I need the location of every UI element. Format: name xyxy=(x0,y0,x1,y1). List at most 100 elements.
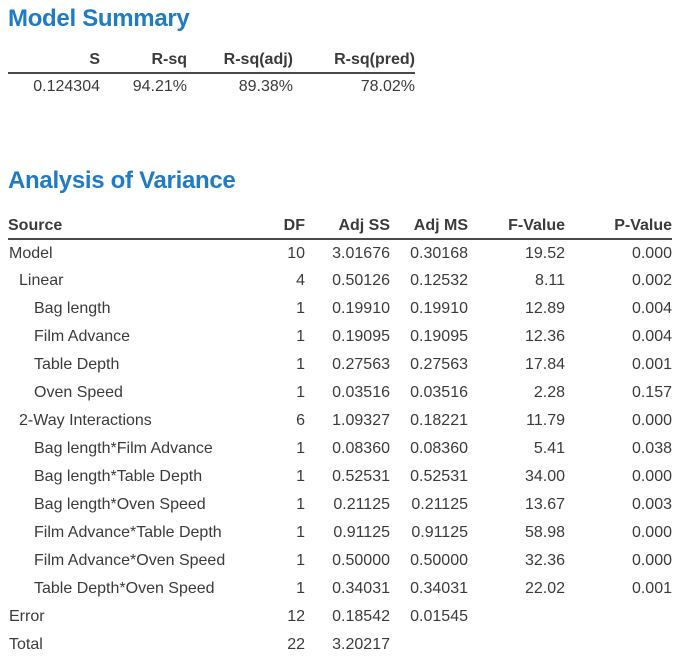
rsq-value: 94.21% xyxy=(132,78,187,95)
p-value-cell: 0.004 xyxy=(631,300,672,317)
adj-ss-cell: 3.01676 xyxy=(332,244,390,262)
column-header-adj-ms: Adj MS xyxy=(390,214,468,240)
source-cell: Model xyxy=(9,244,53,262)
adj-ms-cell: 0.52531 xyxy=(410,468,468,485)
df-cell: 4 xyxy=(296,272,305,289)
df-cell: 1 xyxy=(296,552,305,569)
adj-ss-cell: 0.50126 xyxy=(332,272,390,289)
f-value-cell: 34.00 xyxy=(524,468,565,485)
table-row-bag-length-film-advance: Bag length*Film Advance 1 0.08360 0.0836… xyxy=(8,435,672,463)
column-header-p-value: P-Value xyxy=(565,214,672,240)
source-cell: Bag length xyxy=(34,300,111,317)
adj-ms-cell: 0.12532 xyxy=(410,272,468,289)
f-value-cell: 12.36 xyxy=(524,328,565,345)
rsq-pred-value: 78.02% xyxy=(360,78,415,95)
df-cell: 1 xyxy=(296,524,305,541)
source-cell: Linear xyxy=(19,272,64,289)
p-value-cell: 0.038 xyxy=(631,440,672,457)
df-cell: 1 xyxy=(296,384,305,401)
f-value-cell: 32.36 xyxy=(524,552,565,569)
table-row-film-advance-oven-speed: Film Advance*Oven Speed 1 0.50000 0.5000… xyxy=(8,547,672,575)
p-value-cell: 0.000 xyxy=(631,524,672,541)
f-value-cell xyxy=(468,631,565,659)
source-cell: 2-Way Interactions xyxy=(19,412,152,429)
column-header-source: Source xyxy=(8,214,265,240)
adj-ss-cell: 0.03516 xyxy=(332,384,390,401)
table-row-2way-interactions: 2-Way Interactions 6 1.09327 0.18221 11.… xyxy=(8,407,672,435)
p-value-cell: 0.004 xyxy=(631,328,672,345)
p-value-cell: 0.000 xyxy=(631,412,672,429)
column-header-rsq-adj: R-sq(adj) xyxy=(187,48,293,74)
table-row-film-advance: Film Advance 1 0.19095 0.19095 12.36 0.0… xyxy=(8,323,672,351)
adj-ss-cell: 0.19910 xyxy=(332,300,390,317)
adj-ms-cell: 0.30168 xyxy=(410,244,468,262)
source-cell: Film Advance xyxy=(34,328,131,345)
p-value-cell xyxy=(565,631,672,659)
p-value-cell: 0.157 xyxy=(631,384,672,401)
anova-header-row: Source DF Adj SS Adj MS F-Value P-Value xyxy=(8,214,672,240)
df-cell: 6 xyxy=(296,412,305,429)
p-value-cell: 0.001 xyxy=(631,580,672,597)
adj-ms-cell: 0.34031 xyxy=(410,580,468,597)
minitab-output-pane: Model Summary S R-sq R-sq(adj) R-sq(pred… xyxy=(8,6,678,659)
table-row-bag-length: Bag length 1 0.19910 0.19910 12.89 0.004 xyxy=(8,295,672,323)
rsq-adj-value: 89.38% xyxy=(238,78,293,95)
adj-ss-cell: 0.34031 xyxy=(332,580,390,597)
f-value-cell: 2.28 xyxy=(533,384,565,401)
f-value-cell: 58.98 xyxy=(524,524,565,541)
source-cell: Total xyxy=(9,636,43,653)
adj-ss-cell: 0.91125 xyxy=(333,524,390,541)
table-row-oven-speed: Oven Speed 1 0.03516 0.03516 2.28 0.157 xyxy=(8,379,672,407)
model-summary-value-row: 0.124304 94.21% 89.38% 78.02% xyxy=(8,73,415,100)
adj-ms-cell: 0.27563 xyxy=(410,356,468,373)
source-cell: Film Advance*Table Depth xyxy=(34,524,222,541)
adj-ms-cell: 0.03516 xyxy=(410,384,468,401)
f-value-cell xyxy=(468,603,565,631)
p-value-cell: 0.000 xyxy=(631,552,672,569)
f-value-cell: 17.84 xyxy=(524,356,565,373)
p-value-cell: 0.002 xyxy=(631,272,672,289)
anova-table: Source DF Adj SS Adj MS F-Value P-Value … xyxy=(8,214,672,659)
column-header-rsq-pred: R-sq(pred) xyxy=(293,48,415,74)
table-row-linear: Linear 4 0.50126 0.12532 8.11 0.002 xyxy=(8,267,672,295)
model-summary-table: S R-sq R-sq(adj) R-sq(pred) 0.124304 94.… xyxy=(8,48,415,100)
table-row-film-advance-table-depth: Film Advance*Table Depth 1 0.91125 0.911… xyxy=(8,519,672,547)
f-value-cell: 11.79 xyxy=(526,412,565,429)
source-cell: Bag length*Table Depth xyxy=(34,468,203,485)
table-row-bag-length-oven-speed: Bag length*Oven Speed 1 0.21125 0.21125 … xyxy=(8,491,672,519)
f-value-cell: 5.41 xyxy=(533,440,565,457)
f-value-cell: 12.89 xyxy=(524,300,565,317)
df-cell: 1 xyxy=(296,356,305,373)
f-value-cell: 22.02 xyxy=(524,580,565,597)
adj-ms-cell xyxy=(390,631,468,659)
adj-ms-cell: 0.50000 xyxy=(410,552,468,569)
df-cell: 1 xyxy=(296,496,305,513)
column-header-adj-ss: Adj SS xyxy=(305,214,390,240)
source-cell: Bag length*Film Advance xyxy=(34,440,213,457)
table-row-total: Total 22 3.20217 xyxy=(8,631,672,659)
p-value-cell xyxy=(565,603,672,631)
df-cell: 10 xyxy=(287,244,305,262)
adj-ms-cell: 0.19095 xyxy=(410,328,468,345)
column-header-s: S xyxy=(8,48,100,74)
adj-ms-cell: 0.08360 xyxy=(410,440,468,457)
adj-ms-cell: 0.18221 xyxy=(410,412,468,429)
p-value-cell: 0.000 xyxy=(631,244,672,262)
f-value-cell: 13.67 xyxy=(524,496,565,513)
table-row-error: Error 12 0.18542 0.01545 xyxy=(8,603,672,631)
adj-ss-cell: 0.19095 xyxy=(332,328,390,345)
adj-ms-cell: 0.19910 xyxy=(410,300,468,317)
adj-ss-cell: 0.18542 xyxy=(332,608,390,625)
adj-ss-cell: 0.52531 xyxy=(332,468,390,485)
table-row-table-depth-oven-speed: Table Depth*Oven Speed 1 0.34031 0.34031… xyxy=(8,575,672,603)
p-value-cell: 0.003 xyxy=(631,496,672,513)
df-cell: 1 xyxy=(296,468,305,485)
adj-ms-cell: 0.01545 xyxy=(410,608,468,625)
column-header-f-value: F-Value xyxy=(468,214,565,240)
source-cell: Error xyxy=(9,608,45,625)
source-cell: Oven Speed xyxy=(34,384,123,401)
p-value-cell: 0.001 xyxy=(631,356,672,373)
adj-ss-cell: 1.09327 xyxy=(332,412,390,429)
adj-ss-cell: 0.50000 xyxy=(332,552,390,569)
source-cell: Film Advance*Oven Speed xyxy=(34,552,226,569)
